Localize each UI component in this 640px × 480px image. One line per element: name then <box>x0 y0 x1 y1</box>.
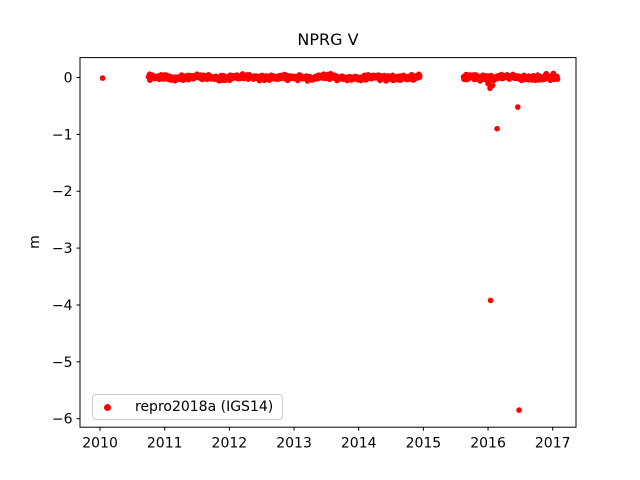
axes-spines <box>79 57 577 428</box>
x-tick-label: 2017 <box>535 436 571 452</box>
y-tick-label: −4 <box>52 298 73 314</box>
y-tick-label: −2 <box>52 184 73 200</box>
data-point <box>516 407 522 413</box>
legend-label: repro2018a (IGS14) <box>135 399 274 415</box>
x-tick-label: 2010 <box>82 436 118 452</box>
data-point <box>515 104 521 110</box>
data-point <box>416 73 423 79</box>
legend: repro2018a (IGS14) <box>92 394 283 420</box>
data-point <box>485 81 491 87</box>
data-point <box>494 125 500 132</box>
y-tick-label: −5 <box>52 355 73 371</box>
x-tick-label: 2011 <box>147 436 183 452</box>
x-tick-label: 2014 <box>341 436 377 452</box>
legend-marker-dot <box>104 403 111 411</box>
y-tick-label: −3 <box>52 241 73 257</box>
y-tick-label: −6 <box>52 412 73 428</box>
y-tick-label: 0 <box>64 71 73 87</box>
chart-title: NPRG V <box>297 30 359 49</box>
data-point <box>554 76 561 82</box>
data-point <box>487 297 494 304</box>
x-tick-label: 2016 <box>470 436 506 452</box>
data-point <box>489 82 496 89</box>
x-tick-label: 2015 <box>406 436 442 452</box>
x-tick-label: 2013 <box>276 436 312 452</box>
y-tick-label: −1 <box>52 127 73 143</box>
data-point <box>99 75 106 81</box>
x-tick-label: 2012 <box>212 436 248 452</box>
